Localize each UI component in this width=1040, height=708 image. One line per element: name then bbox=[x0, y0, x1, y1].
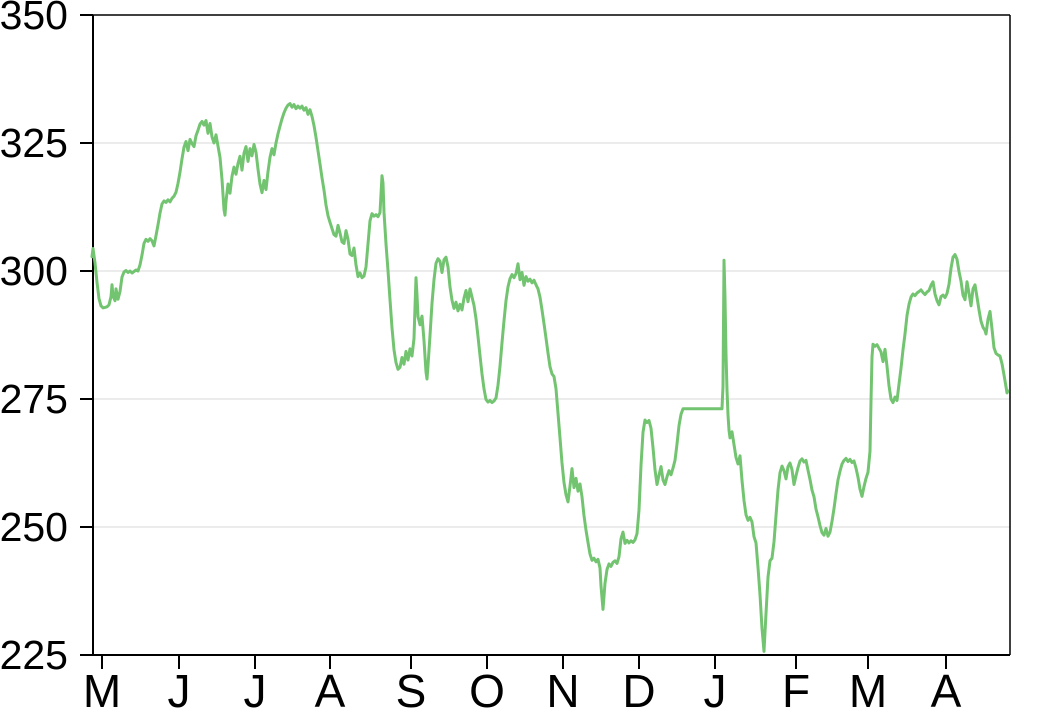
x-axis-label-0-M: M bbox=[82, 665, 122, 708]
series-lines bbox=[90, 102, 1010, 653]
x-axis-label-2-J: J bbox=[243, 665, 267, 708]
x-axis-label-6-N: N bbox=[546, 665, 580, 708]
x-axis-label-11-A: A bbox=[930, 665, 962, 708]
x-axis-label-3-A: A bbox=[314, 665, 346, 708]
y-axis-label-225: 225 bbox=[0, 632, 68, 678]
x-axis-label-7-D: D bbox=[622, 665, 656, 708]
y-axis-label-325: 325 bbox=[0, 120, 68, 166]
x-axis-label-1-J: J bbox=[167, 665, 191, 708]
x-axis-label-4-S: S bbox=[395, 665, 427, 708]
x-axis-label-9-F: F bbox=[781, 665, 811, 708]
price-line-series bbox=[90, 102, 1010, 653]
plot-frame bbox=[92, 14, 1011, 656]
y-axis-label-300: 300 bbox=[0, 248, 68, 294]
gridlines bbox=[93, 142, 1010, 528]
x-axis-label-8-J: J bbox=[703, 665, 727, 708]
axis-ticks bbox=[80, 14, 947, 669]
x-axis-label-5-O: O bbox=[469, 665, 505, 708]
y-axis-label-350: 350 bbox=[0, 0, 68, 38]
y-axis-label-250: 250 bbox=[0, 504, 68, 550]
y-axis-label-275: 275 bbox=[0, 376, 68, 422]
x-axis-label-10-M: M bbox=[848, 665, 888, 708]
